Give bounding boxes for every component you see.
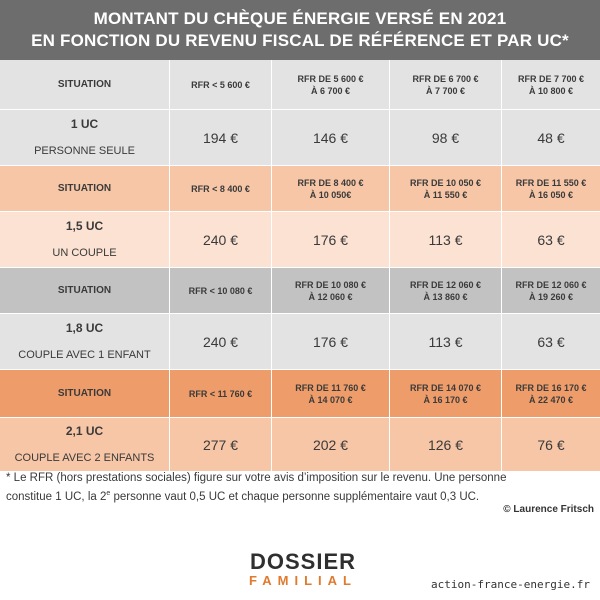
cheque-amount: 48 € [502,110,600,166]
cheque-amount: 63 € [502,314,600,370]
cheque-energie-table: SITUATION RFR < 5 600 € RFR DE 5 600 € À 6 … [0,60,600,472]
situation-header: SITUATION [0,268,170,314]
logo-word-familial: FAMILIAL [249,573,357,588]
cheque-amount: 240 € [170,212,272,268]
rfr-bracket-line: RFR < 10 080 € [188,285,253,296]
rfr-bracket-line: À 16 050 € [528,189,574,200]
rfr-bracket-line: RFR < 5 600 € [191,79,250,90]
cheque-amount: 113 € [390,314,502,370]
situation-label: SITUATION [57,182,112,194]
uc-count: 2,1 UC [65,424,104,439]
rfr-bracket-header: RFR < 11 760 € [170,370,272,418]
rfr-bracket-line: À 19 260 € [528,291,574,302]
rfr-bracket-header: RFR < 10 080 € [170,268,272,314]
footnote-line-2: constitue 1 UC, la 2e personne vaut 0,5 … [6,490,480,503]
rfr-bracket-header: RFR DE 11 760 € À 14 070 € [272,370,390,418]
rfr-bracket-line: RFR DE 16 170 € [515,382,587,393]
uc-count: 1,8 UC [65,321,104,335]
cheque-amount: 277 € [170,418,272,472]
rfr-bracket-line: À 10 050€ [309,189,352,200]
rfr-bracket-line: RFR < 8 400 € [191,183,250,194]
household-cell: 1,8 UC COUPLE AVEC 1 ENFANT [0,314,170,370]
rfr-bracket-header: RFR DE 14 070 € À 16 170 € [390,370,502,418]
household-type: COUPLE AVEC 2 ENFANTS [14,451,155,464]
situation-label: SITUATION [57,387,112,399]
household-cell: 1 UC PERSONNE SEULE [0,110,170,166]
cheque-amount: 176 € [272,212,390,268]
rfr-bracket-line: RFR DE 14 070 € [409,382,482,393]
rfr-bracket-line: RFR DE 11 760 € [295,382,366,393]
rfr-bracket-line: RFR DE 10 050 € [409,177,482,188]
rfr-bracket-line: À 6 700 € [310,85,351,96]
rfr-bracket-header: RFR < 8 400 € [170,166,272,212]
uc-count: 1,5 UC [65,219,104,233]
situation-header: SITUATION [0,60,170,110]
rfr-bracket-header: RFR DE 5 600 € À 6 700 € [272,60,390,110]
cheque-amount: 176 € [272,314,390,370]
cheque-amount: 63 € [502,212,600,268]
cheque-amount: 240 € [170,314,272,370]
footnote-line-1: * Le RFR (hors prestations sociales) fig… [6,472,507,484]
cheque-amount: 126 € [390,418,502,472]
rfr-bracket-header: RFR DE 6 700 € À 7 700 € [390,60,502,110]
situation-header: SITUATION [0,370,170,418]
rfr-bracket-line: RFR DE 6 700 € [412,73,479,84]
rfr-bracket-line: À 11 550 € [423,189,468,200]
rfr-bracket-line: RFR DE 10 080 € [294,279,367,290]
household-type: PERSONNE SEULE [34,145,135,157]
rfr-bracket-line: À 22 470 € [528,394,574,405]
household-cell: 2,1 UC COUPLE AVEC 2 ENFANTS [0,418,170,472]
rfr-bracket-line: À 14 070 € [308,394,353,405]
cheque-amount: 76 € [502,418,600,472]
title-line-1: MONTANT DU CHÈQUE ÉNERGIE VERSÉ EN 2021 [93,9,507,28]
rfr-bracket-header: RFR DE 12 060 € À 19 260 € [502,268,600,314]
rfr-bracket-line: À 16 170 € [423,394,468,405]
cheque-amount: 194 € [170,110,272,166]
dossier-familial-logo: DOSSIER FAMILIAL [248,550,358,590]
source-url: action-france-energie.fr [431,578,590,591]
situation-label: SITUATION [57,78,112,90]
rfr-bracket-line: RFR DE 11 550 € [515,177,587,188]
situation-label: SITUATION [57,284,112,296]
rfr-bracket-header: RFR DE 10 050 € À 11 550 € [390,166,502,212]
rfr-bracket-header: RFR DE 11 550 € À 16 050 € [502,166,600,212]
rfr-bracket-line: RFR < 11 760 € [188,388,253,399]
rfr-bracket-line: À 13 860 € [423,291,468,302]
rfr-bracket-line: RFR DE 12 060 € [409,279,482,290]
rfr-bracket-line: À 12 060 € [308,291,353,302]
uc-count: 1 UC [70,117,99,131]
rfr-bracket-header: RFR DE 7 700 € À 10 800 € [502,60,600,110]
household-cell: 1,5 UC UN COUPLE [0,212,170,268]
rfr-bracket-header: RFR DE 12 060 € À 13 860 € [390,268,502,314]
rfr-bracket-line: À 7 700 € [425,85,466,96]
situation-header: SITUATION [0,166,170,212]
cheque-amount: 98 € [390,110,502,166]
rfr-bracket-header: RFR DE 16 170 € À 22 470 € [502,370,600,418]
cheque-amount: 113 € [390,212,502,268]
cheque-amount: 146 € [272,110,390,166]
footnote: * Le RFR (hors prestations sociales) fig… [6,470,596,505]
rfr-bracket-line: RFR DE 8 400 € [297,177,364,188]
title-banner: MONTANT DU CHÈQUE ÉNERGIE VERSÉ EN 2021 … [0,0,600,60]
rfr-bracket-line: RFR DE 5 600 € [297,73,364,84]
rfr-bracket-line: RFR DE 7 700 € [517,73,585,84]
logo-word-dossier: DOSSIER [249,549,357,574]
household-type: COUPLE AVEC 1 ENFANT [18,349,151,361]
rfr-bracket-header: RFR DE 10 080 € À 12 060 € [272,268,390,314]
cheque-amount: 202 € [272,418,390,472]
rfr-bracket-line: À 10 800 € [528,85,574,96]
household-type: UN COUPLE [52,247,117,259]
photo-credit: © Laurence Fritsch [503,504,594,515]
title-line-2: EN FONCTION DU REVENU FISCAL DE RÉFÉRENC… [31,31,569,50]
rfr-bracket-header: RFR DE 8 400 € À 10 050€ [272,166,390,212]
rfr-bracket-line: RFR DE 12 060 € [515,279,587,290]
rfr-bracket-header: RFR < 5 600 € [170,60,272,110]
